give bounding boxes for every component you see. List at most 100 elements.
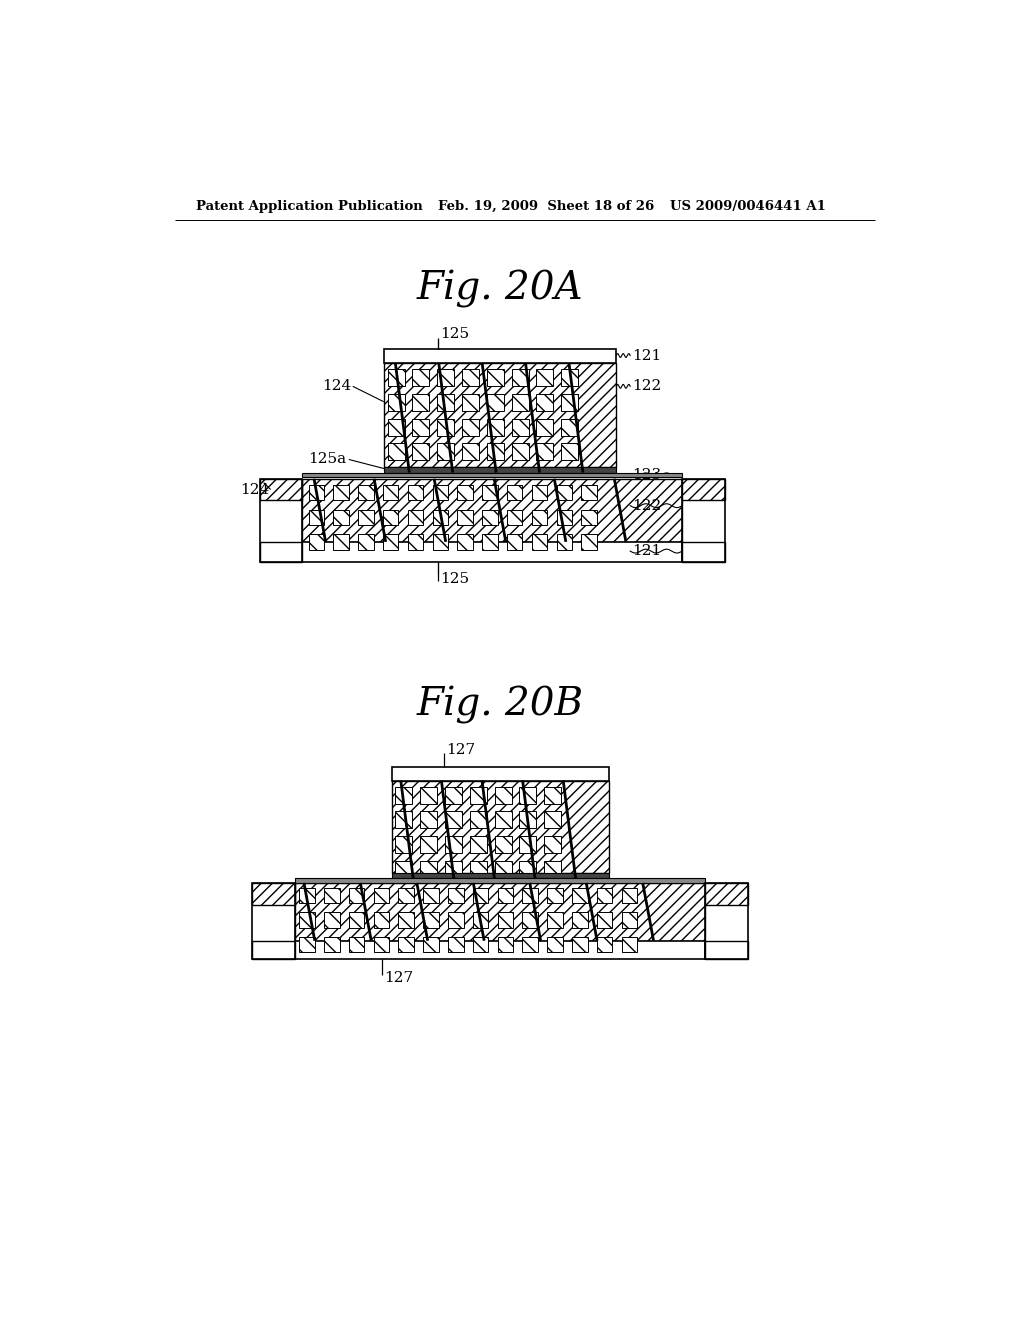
Bar — [420, 861, 437, 878]
Bar — [522, 912, 538, 928]
Bar — [572, 887, 588, 903]
Bar — [260, 479, 302, 562]
Bar — [470, 787, 486, 804]
Bar — [537, 370, 554, 387]
Text: 121: 121 — [632, 348, 662, 363]
Text: 124: 124 — [240, 483, 269, 496]
Bar — [582, 510, 597, 525]
Bar — [358, 484, 374, 500]
Bar — [374, 937, 389, 952]
Bar — [519, 861, 537, 878]
Bar — [391, 873, 608, 878]
Bar — [482, 484, 498, 500]
Bar — [537, 444, 554, 461]
Bar — [299, 937, 314, 952]
Bar — [388, 370, 404, 387]
Bar — [383, 484, 398, 500]
Bar — [388, 395, 404, 411]
Bar — [324, 912, 340, 928]
Text: 127: 127 — [385, 972, 414, 986]
Bar — [682, 479, 725, 500]
Text: Feb. 19, 2009  Sheet 18 of 26: Feb. 19, 2009 Sheet 18 of 26 — [438, 199, 654, 213]
Bar — [473, 937, 488, 952]
Bar — [486, 370, 504, 387]
Bar — [597, 887, 612, 903]
Bar — [302, 473, 682, 478]
Bar — [512, 395, 528, 411]
Bar — [349, 887, 365, 903]
Bar — [302, 479, 682, 541]
Bar — [531, 510, 547, 525]
Bar — [706, 883, 748, 904]
Bar — [408, 535, 423, 549]
Bar — [473, 912, 488, 928]
Bar — [252, 883, 295, 960]
Text: 125: 125 — [440, 327, 469, 341]
Bar — [561, 370, 579, 387]
Bar — [295, 941, 706, 960]
Bar — [470, 861, 486, 878]
Bar — [572, 937, 588, 952]
Bar — [423, 912, 438, 928]
Bar — [408, 510, 423, 525]
Bar — [512, 418, 528, 436]
Bar — [437, 444, 455, 461]
Bar — [482, 510, 498, 525]
Bar — [458, 484, 473, 500]
Bar — [445, 787, 462, 804]
Bar — [334, 510, 349, 525]
Bar — [498, 887, 513, 903]
Bar — [462, 370, 479, 387]
Bar — [308, 484, 324, 500]
Bar — [482, 535, 498, 549]
Text: 124: 124 — [322, 379, 351, 393]
Bar — [462, 395, 479, 411]
Bar — [413, 395, 429, 411]
Bar — [260, 479, 302, 500]
Bar — [498, 912, 513, 928]
Bar — [413, 370, 429, 387]
Bar — [308, 510, 324, 525]
Bar — [413, 444, 429, 461]
Bar — [544, 836, 561, 853]
Bar — [495, 812, 512, 829]
Bar — [449, 887, 464, 903]
Bar — [445, 836, 462, 853]
Bar — [682, 543, 725, 562]
Bar — [420, 812, 437, 829]
Bar — [408, 484, 423, 500]
Bar — [358, 535, 374, 549]
Text: 122: 122 — [632, 499, 662, 512]
Text: Fig. 20B: Fig. 20B — [417, 686, 584, 725]
Bar — [395, 836, 413, 853]
Bar — [531, 535, 547, 549]
Bar — [432, 510, 449, 525]
Bar — [308, 535, 324, 549]
Bar — [374, 887, 389, 903]
Bar — [706, 941, 748, 960]
Bar — [495, 861, 512, 878]
Bar — [334, 484, 349, 500]
Bar — [547, 912, 563, 928]
Bar — [449, 937, 464, 952]
Bar — [299, 887, 314, 903]
Bar — [395, 861, 413, 878]
Bar — [398, 937, 414, 952]
Bar — [413, 418, 429, 436]
Bar — [486, 418, 504, 436]
Bar — [547, 887, 563, 903]
Bar — [420, 787, 437, 804]
Bar — [302, 543, 682, 562]
Bar — [597, 937, 612, 952]
Bar — [495, 787, 512, 804]
Bar — [384, 350, 616, 363]
Bar — [437, 395, 455, 411]
Bar — [432, 535, 449, 549]
Text: 125: 125 — [440, 572, 469, 586]
Bar — [495, 836, 512, 853]
Text: 121: 121 — [632, 544, 662, 558]
Bar — [470, 812, 486, 829]
Bar — [432, 484, 449, 500]
Bar — [547, 937, 563, 952]
Bar — [622, 937, 637, 952]
